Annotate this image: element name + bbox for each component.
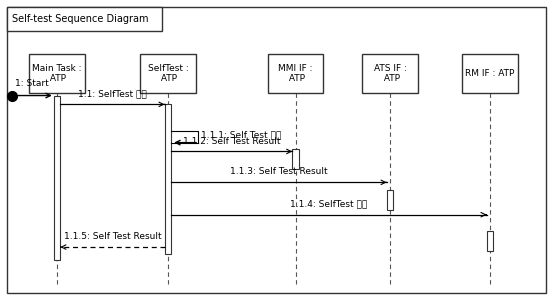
Bar — [487, 231, 493, 252]
Bar — [54, 96, 60, 260]
Bar — [387, 190, 393, 210]
Text: Self-test Sequence Diagram: Self-test Sequence Diagram — [12, 14, 149, 24]
Text: 1: Start: 1: Start — [15, 79, 49, 88]
Bar — [29, 54, 85, 93]
Bar — [462, 54, 518, 93]
Text: 1.1.2: Self Test Result: 1.1.2: Self Test Result — [183, 137, 281, 146]
Bar — [140, 54, 196, 93]
Text: MMI IF :
 ATP: MMI IF : ATP — [278, 64, 313, 83]
Text: SelfTest :
 ATP: SelfTest : ATP — [147, 64, 189, 83]
Bar — [7, 7, 162, 31]
Text: RM IF : ATP: RM IF : ATP — [465, 69, 514, 78]
Text: 1.1.3: Self Test Result: 1.1.3: Self Test Result — [230, 168, 328, 176]
Text: 1.1.1: Self Test 수행: 1.1.1: Self Test 수행 — [201, 131, 282, 140]
Bar — [165, 104, 171, 255]
Text: 1.1.4: SelfTest 성공: 1.1.4: SelfTest 성공 — [290, 200, 368, 209]
Text: 1.1.5: Self Test Result: 1.1.5: Self Test Result — [64, 232, 161, 241]
Bar — [292, 148, 299, 169]
Bar — [268, 54, 324, 93]
Text: 1.1: SelfTest 요구: 1.1: SelfTest 요구 — [78, 89, 147, 99]
Text: ATS IF :
 ATP: ATS IF : ATP — [374, 64, 406, 83]
Text: Main Task :
 ATP: Main Task : ATP — [32, 64, 81, 83]
Bar — [362, 54, 418, 93]
